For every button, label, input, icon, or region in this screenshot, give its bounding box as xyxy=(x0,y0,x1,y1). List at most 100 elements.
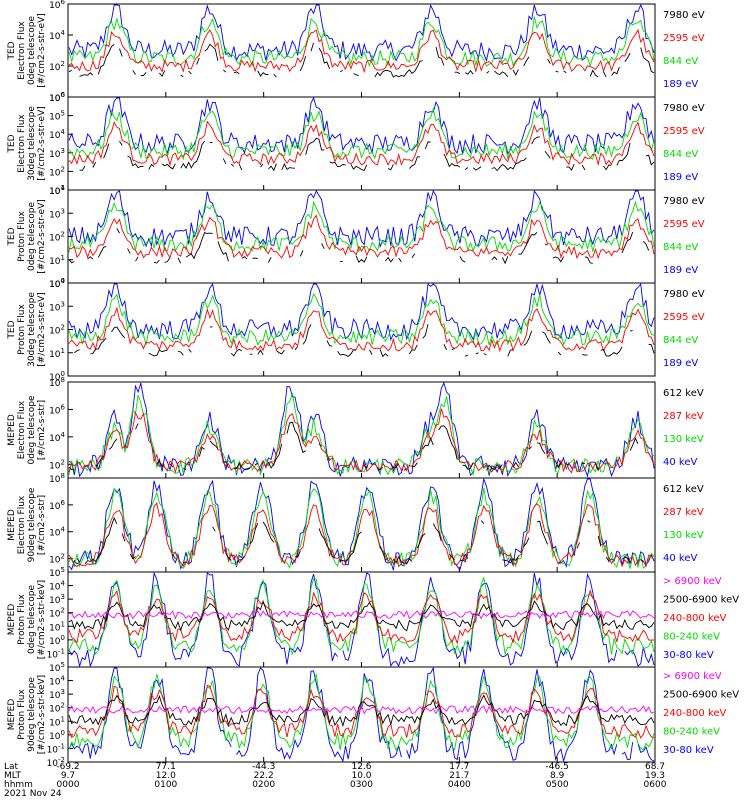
y-tick-label: 102 xyxy=(49,165,65,178)
x-tick-lat: 68.7 xyxy=(645,762,665,772)
panel-frame xyxy=(67,477,656,573)
series-trace-0 xyxy=(79,136,655,172)
legend-entry: 844 eV xyxy=(663,335,698,346)
x-tick-mlt: 8.9 xyxy=(550,771,565,781)
x-tick-mlt: 10.0 xyxy=(351,771,371,781)
legend-entry: 287 keV xyxy=(663,411,704,422)
legend-entry: 287 keV xyxy=(663,507,704,518)
x-tick-hhmm: 0000 xyxy=(57,780,80,790)
legend-entry: 612 keV xyxy=(663,388,704,399)
y-tick-label: 100 xyxy=(49,370,65,383)
y-axis-label: TEDElectron Flux30deg telescope[#/cm2-s-… xyxy=(7,106,47,181)
series-trace-3 xyxy=(68,477,655,571)
legend-entry: 80-240 keV xyxy=(663,632,720,643)
series-trace-1 xyxy=(68,120,655,167)
panel-frame xyxy=(67,96,656,191)
y-tick-label: 106 xyxy=(49,91,65,104)
legend-entry: 844 eV xyxy=(663,56,698,67)
y-tick-label: 103 xyxy=(49,593,65,606)
series-trace-1 xyxy=(68,306,655,353)
series-trace-2 xyxy=(68,589,655,645)
x-tick-lat: 77.1 xyxy=(156,762,176,772)
series-trace-1 xyxy=(68,599,655,632)
legend-entry: 130 keV xyxy=(663,530,704,541)
y-tick-label: 104 xyxy=(49,128,65,141)
y-tick-label: 100 xyxy=(49,277,65,290)
legend-entry: 612 keV xyxy=(663,484,704,495)
x-tick-lat: -44.3 xyxy=(252,762,275,772)
legend-entry: 2500-6900 keV xyxy=(663,690,739,701)
x-row-label: MLT xyxy=(4,771,22,781)
x-tick-mlt: 12.0 xyxy=(156,771,176,781)
legend-entry: 30-80 keV xyxy=(663,650,714,661)
legend-entry: 40 keV xyxy=(663,457,697,468)
y-tick-label: 103 xyxy=(49,147,65,160)
legend-entry: 2500-6900 keV xyxy=(663,595,739,606)
y-tick-label: 102 xyxy=(49,607,65,620)
legend-entry: 40 keV xyxy=(663,553,697,564)
y-axis-label: MEPEDProton Flux90deg telescope[#/cm2-s-… xyxy=(7,675,47,754)
series-trace-0 xyxy=(68,610,655,620)
series-trace-0 xyxy=(74,324,655,358)
y-tick-label: 102 xyxy=(49,702,65,715)
x-axis-annotations: LatMLThhmm-69.29.7000077.112.00100-44.32… xyxy=(4,762,667,799)
y-tick-label: 105 xyxy=(49,661,65,674)
series-trace-1 xyxy=(68,502,655,568)
x-tick-lat: 17.7 xyxy=(449,762,469,772)
series-trace-3 xyxy=(68,3,655,63)
x-tick-lat: -46.5 xyxy=(546,762,569,772)
legend-entry: 2595 eV xyxy=(663,33,705,44)
y-tick-label: 106 xyxy=(49,403,65,416)
y-tick-label: 104 xyxy=(49,675,65,688)
legend-entry: 2595 eV xyxy=(663,126,705,137)
x-tick-mlt: 19.3 xyxy=(645,771,665,781)
y-tick-label: 101 xyxy=(49,620,65,633)
x-tick-hhmm: 0100 xyxy=(154,780,177,790)
legend-entry: 844 eV xyxy=(663,149,698,160)
series-trace-1 xyxy=(68,28,655,74)
y-tick-label: 104 xyxy=(49,184,65,197)
y-tick-label: 105 xyxy=(49,566,65,579)
y-tick-label: 104 xyxy=(49,29,65,42)
y-tick-label: 102 xyxy=(49,60,65,73)
y-tick-label: 101 xyxy=(49,254,65,267)
series-trace-0 xyxy=(76,516,644,565)
legend-entry: 189 eV xyxy=(663,265,698,276)
legend-entry: 2595 eV xyxy=(663,219,705,230)
legend-entry: 7980 eV xyxy=(663,103,705,114)
y-tick-label: 102 xyxy=(49,324,65,337)
panel-frame xyxy=(67,189,656,284)
y-tick-label: 106 xyxy=(49,0,65,11)
y-tick-label: 10-1 xyxy=(47,742,65,755)
x-tick-hhmm: 0200 xyxy=(252,780,275,790)
series-trace-2 xyxy=(68,16,655,68)
legend-entry: 2595 eV xyxy=(663,312,705,323)
y-tick-label: 106 xyxy=(49,499,65,512)
legend-entry: 7980 eV xyxy=(663,196,705,207)
x-tick-lat: -69.2 xyxy=(56,762,79,772)
y-tick-label: 101 xyxy=(49,347,65,360)
legend-entry: > 6900 keV xyxy=(663,576,722,587)
legend-entry: 30-80 keV xyxy=(663,745,714,756)
y-tick-label: 104 xyxy=(49,431,65,444)
y-tick-label: 105 xyxy=(49,110,65,123)
panel-frame xyxy=(67,3,656,98)
y-tick-label: 100 xyxy=(49,91,65,104)
y-tick-label: 103 xyxy=(49,300,65,313)
y-tick-label: 10-1 xyxy=(47,647,65,660)
legend-entry: 189 eV xyxy=(663,358,698,369)
series-trace-3 xyxy=(68,96,655,155)
y-axis-label: MEPEDElectron Flux90deg telescope[#/cm2-… xyxy=(7,487,47,562)
y-tick-label: 104 xyxy=(49,580,65,593)
x-tick-mlt: 22.2 xyxy=(254,771,274,781)
y-tick-label: 104 xyxy=(49,277,65,290)
legend-entry: 189 eV xyxy=(663,79,698,90)
legend-entry: 7980 eV xyxy=(663,10,705,21)
x-tick-mlt: 21.7 xyxy=(449,771,469,781)
